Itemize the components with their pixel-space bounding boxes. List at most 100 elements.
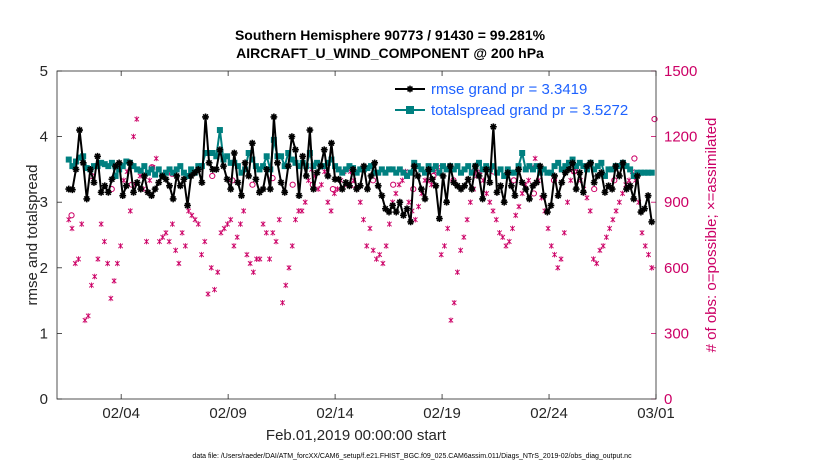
obs-assimilated-point <box>160 234 166 240</box>
obs-assimilated-point <box>95 256 101 262</box>
totalspread-point <box>357 166 364 173</box>
rmse-point <box>421 195 429 203</box>
rmse-point <box>500 198 508 206</box>
rmse-point <box>561 169 569 177</box>
totalspread-point <box>623 163 630 170</box>
totalspread-point <box>493 169 500 176</box>
rmse-point <box>644 192 652 200</box>
rmse-point <box>198 179 206 186</box>
totalspread-point <box>292 159 299 166</box>
totalspread-point <box>450 166 457 173</box>
obs-assimilated-point <box>607 225 613 232</box>
totalspread-point <box>511 169 518 176</box>
obs-assimilated-point <box>131 133 137 140</box>
totalspread-point <box>238 169 245 176</box>
totalspread-point <box>184 172 191 179</box>
y-axis-left-label: rmse and totalspread <box>24 165 41 306</box>
obs-assimilated-point <box>513 212 519 219</box>
totalspread-point <box>458 169 465 176</box>
rmse-point <box>410 162 418 170</box>
obs-assimilated-point <box>75 256 82 262</box>
rmse-point <box>144 188 152 196</box>
totalspread-point <box>609 166 616 173</box>
obs-assimilated-point <box>163 230 169 236</box>
totalspread-point <box>335 166 342 173</box>
obs-assimilated-point <box>182 243 188 249</box>
totalspread-point <box>65 156 72 163</box>
rmse-point <box>331 175 339 183</box>
totalspread-point <box>144 169 151 176</box>
obs-assimilated-point <box>241 208 247 214</box>
totalspread-point <box>519 150 526 156</box>
obs-assimilated-point <box>250 269 256 275</box>
legend: rmse grand pr = 3.3419 totalspread grand… <box>395 81 628 119</box>
obs-assimilated-point <box>257 256 263 262</box>
totalspread-point <box>641 169 648 176</box>
obs-assimilated-point <box>118 243 124 249</box>
totalspread-point <box>443 166 450 173</box>
rmse-point <box>313 169 321 177</box>
obs-assimilated-point <box>218 230 224 236</box>
rmse-point <box>633 172 641 180</box>
rmse-point <box>475 172 483 180</box>
obs-assimilated-point <box>610 216 616 223</box>
rmse-point <box>328 139 335 147</box>
obs-assimilated-point <box>289 243 295 249</box>
totalspread-point <box>216 127 223 134</box>
rmse-point <box>227 185 235 193</box>
obs-possible-point <box>289 181 296 188</box>
obs-assimilated-point <box>451 299 457 306</box>
y-right-tick-label: 600 <box>664 260 689 277</box>
totalspread-point <box>252 163 259 170</box>
totalspread-point <box>188 166 195 173</box>
totalspread-point <box>407 169 414 176</box>
totalspread-point <box>285 150 292 156</box>
rmse-point <box>572 185 580 193</box>
totalspread-point <box>497 166 504 173</box>
obs-assimilated-point <box>649 265 655 271</box>
y-left-tick-label: 0 <box>40 391 48 408</box>
totalspread-point <box>342 166 349 173</box>
y-right-tick-label: 1200 <box>664 129 697 146</box>
rmse-point <box>184 202 191 209</box>
totalspread-point <box>414 163 421 170</box>
rmse-point <box>511 192 519 200</box>
rmse-point <box>209 166 217 173</box>
obs-assimilated-point <box>98 221 104 227</box>
obs-assimilated-point <box>603 234 609 240</box>
rmse-point <box>605 182 612 190</box>
rmse-point <box>353 185 361 193</box>
totalspread-point <box>594 163 601 170</box>
obs-assimilated-point <box>587 208 593 214</box>
obs-assimilated-point <box>393 190 399 197</box>
rmse-point <box>637 208 645 216</box>
obs-possible-point <box>209 172 216 180</box>
rmse-point <box>382 205 389 213</box>
obs-assimilated-point <box>72 260 78 267</box>
totalspread-point <box>112 172 119 179</box>
rmse-point <box>317 162 325 170</box>
rmse-point <box>400 211 407 219</box>
rmse-point <box>115 159 123 167</box>
obs-assimilated-point <box>558 256 564 262</box>
obs-assimilated-point <box>383 243 389 249</box>
rmse-point <box>335 175 343 183</box>
x-tick-label: 02/14 <box>316 405 354 422</box>
y-right-tick-label: 0 <box>664 391 672 408</box>
totalspread-point <box>605 166 612 173</box>
obs-assimilated-point <box>224 221 230 227</box>
y-left-tick-label: 3 <box>40 194 48 211</box>
obs-possible-point <box>249 181 256 188</box>
totalspread-point <box>98 159 105 166</box>
rmse-point <box>169 195 177 203</box>
rmse-point <box>259 185 267 193</box>
rmse-point <box>346 182 353 190</box>
totalspread-point <box>134 166 141 173</box>
rmse-point <box>277 179 285 186</box>
totalspread-point <box>522 166 529 173</box>
rmse-point <box>148 192 155 200</box>
obs-assimilated-point <box>357 199 363 205</box>
totalspread-point <box>475 159 482 166</box>
totalspread-point <box>234 163 241 170</box>
rmse-point <box>97 188 105 196</box>
